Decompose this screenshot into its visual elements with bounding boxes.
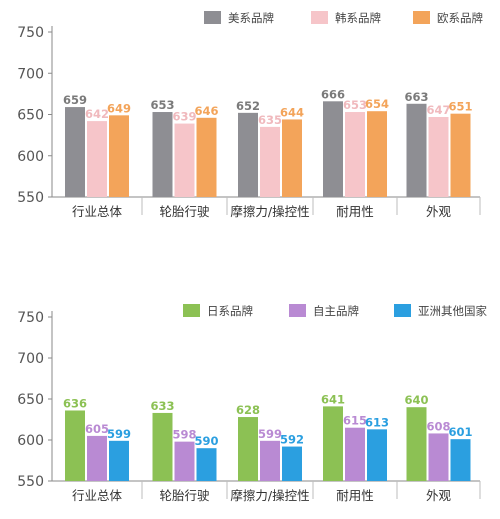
bar-value-label: 598 (172, 428, 196, 442)
bar-value-label: 601 (448, 425, 472, 439)
y-tick-label: 600 (17, 149, 44, 165)
legend-swatch (413, 11, 430, 24)
y-tick-label: 550 (17, 190, 44, 206)
category-label: 轮胎行驶 (159, 204, 210, 219)
legend-label: 日系品牌 (207, 304, 253, 318)
legend-label: 自主品牌 (313, 304, 359, 318)
bar-value-label: 652 (236, 99, 260, 113)
bar (345, 112, 365, 197)
bar-value-label: 635 (258, 113, 282, 127)
bar-value-label: 608 (426, 419, 450, 433)
category-label: 耐用性 (336, 204, 374, 219)
bar (174, 123, 195, 197)
bar (87, 121, 107, 197)
bar-value-label: 654 (365, 97, 389, 111)
legend-label: 亚洲其他国家 (418, 304, 487, 318)
bar-value-label: 592 (280, 433, 304, 447)
category-label: 摩擦力/操控性 (230, 488, 309, 503)
bar (65, 107, 85, 197)
legend-swatch (183, 304, 200, 317)
bar (406, 103, 427, 197)
bar-value-label: 605 (85, 422, 109, 436)
bar-value-label: 649 (107, 101, 131, 115)
category-label: 轮胎行驶 (159, 488, 210, 503)
bar-value-label: 659 (63, 93, 87, 107)
bar (450, 113, 471, 197)
bar (428, 433, 449, 481)
bar (323, 101, 343, 197)
bar (450, 439, 471, 481)
bar-value-label: 644 (280, 105, 304, 119)
bar (406, 407, 427, 481)
legend-swatch (311, 11, 328, 24)
bar-value-label: 639 (172, 110, 196, 124)
bar-value-label: 640 (404, 393, 428, 407)
bar-value-label: 646 (194, 104, 218, 118)
category-label: 外观 (426, 488, 452, 503)
legend-label: 欧系品牌 (437, 11, 483, 25)
y-tick-label: 600 (17, 433, 44, 449)
bar-value-label: 590 (194, 434, 218, 448)
bar-value-label: 653 (343, 98, 367, 112)
bar (109, 115, 129, 197)
bar (260, 440, 280, 481)
category-label: 行业总体 (72, 204, 123, 219)
bar-value-label: 647 (426, 103, 450, 117)
bar (282, 119, 302, 197)
bar-value-label: 641 (321, 392, 345, 406)
y-tick-label: 750 (17, 25, 44, 41)
legend-label: 韩系品牌 (335, 11, 381, 25)
bar-value-label: 633 (150, 399, 174, 413)
bar (367, 429, 387, 481)
y-tick-label: 650 (17, 392, 44, 408)
bar (87, 435, 107, 481)
bar (238, 417, 258, 481)
bar-value-label: 599 (258, 427, 282, 441)
y-tick-label: 700 (17, 351, 44, 367)
bar (65, 410, 85, 481)
bar (196, 448, 217, 481)
bar (152, 112, 173, 197)
bar (238, 112, 258, 197)
bar-value-label: 628 (236, 403, 260, 417)
y-tick-label: 750 (17, 310, 44, 326)
bar-value-label: 615 (343, 414, 367, 428)
bar (323, 406, 343, 481)
legend-swatch (204, 11, 221, 24)
bar (109, 440, 129, 481)
legend-swatch (289, 304, 306, 317)
category-label: 摩擦力/操控性 (230, 204, 309, 219)
bar (282, 446, 302, 481)
bar (428, 116, 449, 197)
bar-value-label: 636 (63, 396, 87, 410)
y-tick-label: 550 (17, 474, 44, 490)
bar-value-label: 653 (150, 98, 174, 112)
category-label: 行业总体 (72, 488, 123, 503)
bar-value-label: 666 (321, 87, 345, 101)
bar (174, 441, 195, 481)
y-tick-label: 700 (17, 66, 44, 82)
bar (260, 126, 280, 197)
y-tick-label: 650 (17, 108, 44, 124)
category-label: 耐用性 (336, 488, 374, 503)
bar-value-label: 613 (365, 415, 389, 429)
bar (152, 412, 173, 481)
bar (196, 117, 217, 197)
bar (367, 111, 387, 197)
bar-value-label: 599 (107, 427, 131, 441)
category-label: 外观 (426, 204, 452, 219)
bar-value-label: 642 (85, 107, 109, 121)
bar-value-label: 651 (448, 100, 472, 114)
legend-label: 美系品牌 (228, 11, 274, 25)
bar-value-label: 663 (404, 90, 428, 104)
legend-swatch (394, 304, 411, 317)
bar (345, 427, 365, 481)
